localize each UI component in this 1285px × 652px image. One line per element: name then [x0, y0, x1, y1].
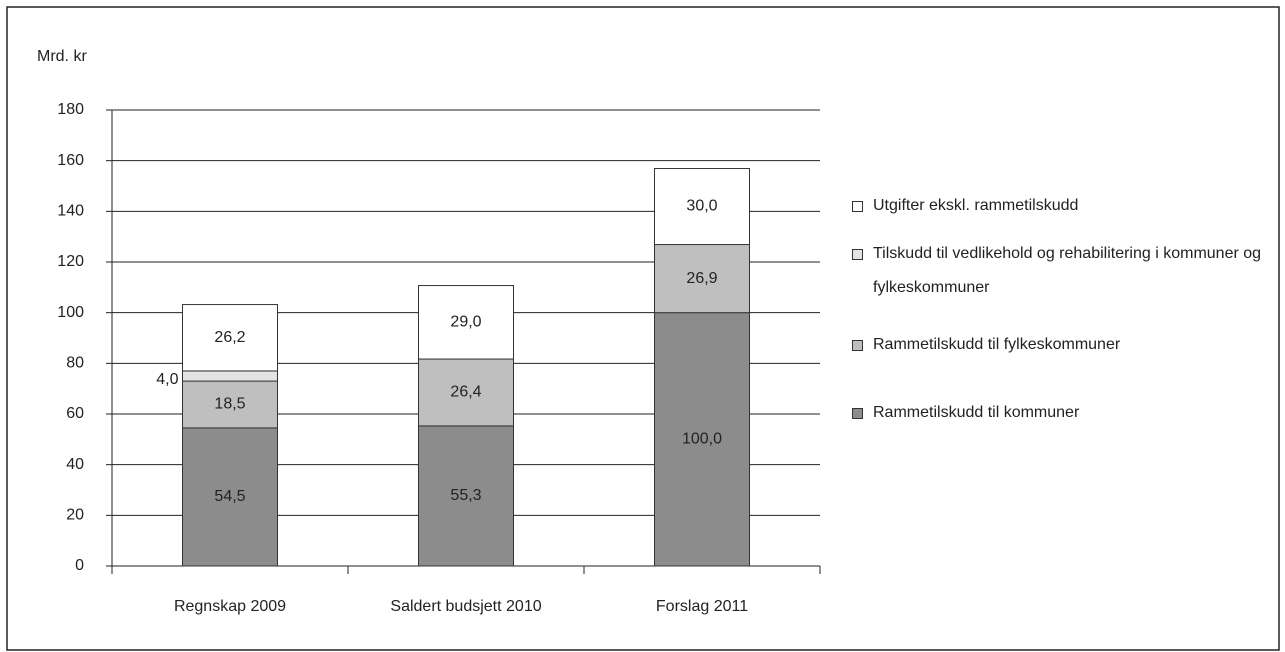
legend-swatch — [852, 249, 863, 260]
bar-segment — [654, 168, 750, 246]
legend-label: Rammetilskudd til kommuner — [873, 404, 1080, 421]
legend-item: Utgifter ekskl. rammetilskudd — [852, 189, 1262, 223]
value-label: 26,4 — [450, 384, 481, 401]
bar-segment — [418, 285, 514, 360]
bar-segment — [182, 380, 278, 429]
value-label: 55,3 — [450, 487, 481, 504]
y-tick-label: 80 — [66, 355, 84, 372]
bar-segment — [418, 358, 514, 427]
x-tick-label: Saldert budsjett 2010 — [390, 598, 541, 615]
y-tick-label: 180 — [57, 101, 84, 118]
value-label: 100,0 — [682, 431, 722, 448]
value-label: 26,2 — [214, 329, 245, 346]
y-tick-label: 0 — [75, 557, 84, 574]
legend-label: Tilskudd til vedlikehold og rehabiliteri… — [873, 245, 1262, 296]
bar-segment — [182, 304, 278, 372]
bar-segment — [418, 425, 514, 567]
value-label: 29,0 — [450, 314, 481, 331]
value-label: 26,9 — [686, 270, 717, 287]
legend-swatch — [852, 408, 863, 419]
y-tick-label: 140 — [57, 203, 84, 220]
legend-label: Rammetilskudd til fylkeskommuner — [873, 336, 1121, 353]
legend-swatch — [852, 340, 863, 351]
y-tick-label: 100 — [57, 304, 84, 321]
legend-item: Tilskudd til vedlikehold og rehabiliteri… — [852, 237, 1262, 305]
legend-item: Rammetilskudd til kommuner — [852, 396, 1262, 430]
bar-segment — [654, 244, 750, 314]
y-tick-label: 20 — [66, 507, 84, 524]
y-tick-label: 160 — [57, 152, 84, 169]
frame — [6, 6, 1280, 651]
x-tick-label: Regnskap 2009 — [174, 598, 286, 615]
value-label: 54,5 — [214, 488, 245, 505]
bar-segment — [182, 427, 278, 567]
bar-segment — [654, 312, 750, 567]
y-tick-label: 120 — [57, 253, 84, 270]
y-tick-label: 40 — [66, 456, 84, 473]
y-tick-label: 60 — [66, 405, 84, 422]
bar-segment — [182, 370, 278, 382]
legend-swatch — [852, 201, 863, 212]
value-label: 30,0 — [686, 198, 717, 215]
y-axis-title: Mrd. kr — [37, 48, 87, 65]
value-label: 4,0 — [156, 371, 178, 388]
legend-label: Utgifter ekskl. rammetilskudd — [873, 197, 1079, 214]
x-tick-label: Forslag 2011 — [656, 598, 748, 615]
legend-item: Rammetilskudd til fylkeskommuner — [852, 328, 1262, 362]
value-label: 18,5 — [214, 396, 245, 413]
